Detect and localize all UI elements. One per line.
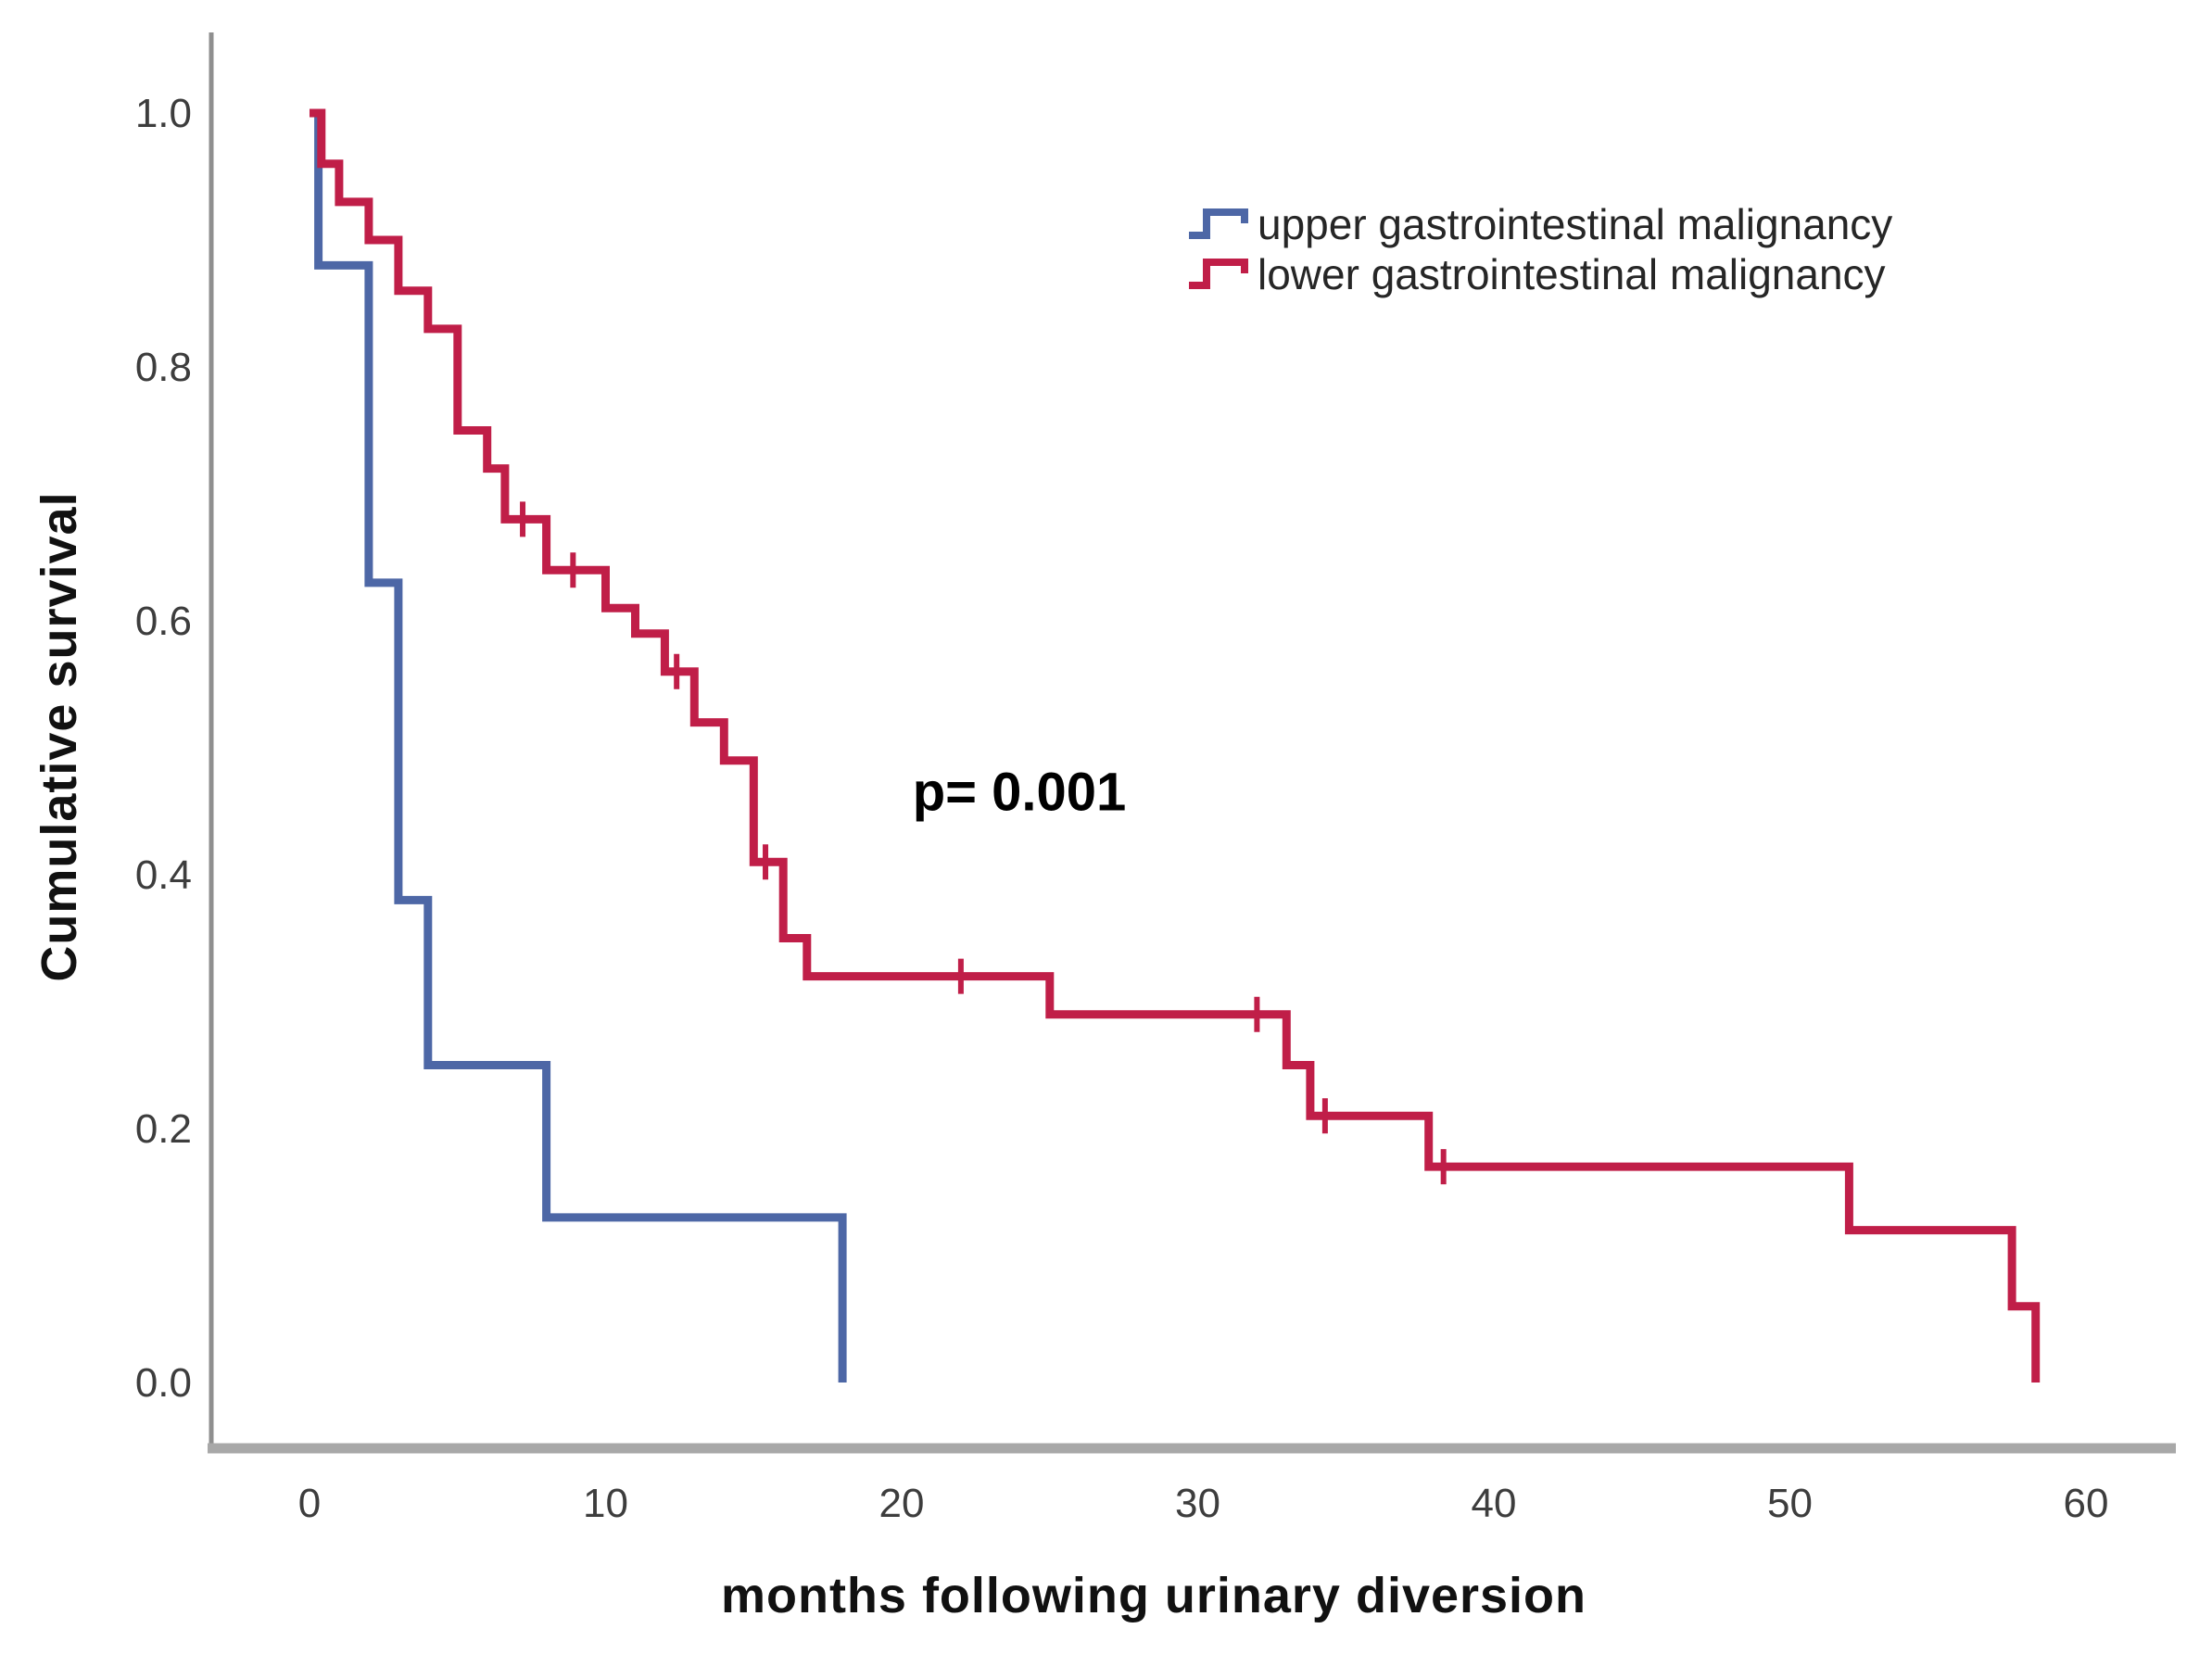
x-axis-title: months following urinary diversion: [720, 1568, 1587, 1623]
survival-curve-lower-gi: [310, 108, 2041, 1383]
y-tick-label: 0.6: [135, 599, 192, 644]
y-tick-label: 1.0: [135, 91, 192, 136]
y-tick-label: 0.4: [135, 852, 192, 898]
legend-item-upper-gi: upper gastrointestinal malignancy: [1187, 201, 1892, 247]
y-axis-title: Cumulative survival: [32, 491, 87, 982]
survival-curve-upper-gi: [310, 108, 847, 1383]
y-tick-label: 0.2: [135, 1106, 192, 1152]
legend-label: upper gastrointestinal malignancy: [1258, 200, 1893, 248]
y-tick-label: 0.0: [135, 1360, 192, 1406]
step-line-icon: [1189, 259, 1248, 289]
x-tick-label: 30: [1175, 1481, 1220, 1526]
y-tick-label: 0.8: [135, 345, 192, 390]
x-tick-label: 0: [298, 1481, 321, 1526]
step-line-icon: [1189, 208, 1248, 239]
legend-item-lower-gi: lower gastrointestinal malignancy: [1187, 251, 1892, 297]
legend-label: lower gastrointestinal malignancy: [1258, 250, 1886, 298]
x-tick-label: 40: [1472, 1481, 1517, 1526]
legend: upper gastrointestinal malignancy lower …: [1187, 201, 1892, 297]
x-tick-label: 60: [2064, 1481, 2109, 1526]
x-tick-label: 50: [1767, 1481, 1813, 1526]
p-value-annotation: p= 0.001: [912, 762, 1127, 823]
x-tick-label: 10: [583, 1481, 628, 1526]
x-tick-label: 20: [879, 1481, 925, 1526]
